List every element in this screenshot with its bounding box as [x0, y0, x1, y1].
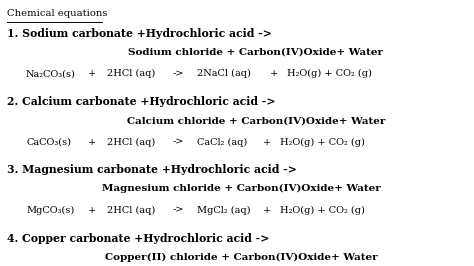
Text: +: + [263, 138, 271, 147]
Text: Na₂CO₃(s): Na₂CO₃(s) [26, 69, 76, 78]
Text: MgCO₃(s): MgCO₃(s) [26, 206, 74, 215]
Text: +: + [270, 69, 278, 78]
Text: 2NaCl (aq): 2NaCl (aq) [197, 69, 251, 78]
Text: +: + [88, 138, 96, 147]
Text: Copper(II) chloride + Carbon(IV)Oxide+ Water: Copper(II) chloride + Carbon(IV)Oxide+ W… [105, 253, 378, 262]
Text: H₂O(g) + CO₂ (g): H₂O(g) + CO₂ (g) [287, 69, 372, 78]
Text: ->: -> [173, 69, 184, 78]
Text: 2HCl (aq): 2HCl (aq) [107, 138, 155, 147]
Text: H₂O(g) + CO₂ (g): H₂O(g) + CO₂ (g) [280, 206, 365, 215]
Text: 2HCl (aq): 2HCl (aq) [107, 69, 155, 78]
Text: ->: -> [173, 138, 184, 147]
Text: Magnesium chloride + Carbon(IV)Oxide+ Water: Magnesium chloride + Carbon(IV)Oxide+ Wa… [102, 184, 381, 193]
Text: ->: -> [173, 206, 184, 215]
Text: +: + [263, 206, 271, 215]
Text: 3. Magnesium carbonate +Hydrochloric acid ->: 3. Magnesium carbonate +Hydrochloric aci… [7, 164, 297, 175]
Text: 2. Calcium carbonate +Hydrochloric acid ->: 2. Calcium carbonate +Hydrochloric acid … [7, 96, 275, 107]
Text: Calcium chloride + Carbon(IV)Oxide+ Water: Calcium chloride + Carbon(IV)Oxide+ Wate… [127, 116, 385, 125]
Text: 4. Copper carbonate +Hydrochloric acid ->: 4. Copper carbonate +Hydrochloric acid -… [7, 233, 270, 244]
Text: CaCO₃(s): CaCO₃(s) [26, 138, 71, 147]
Text: CaCl₂ (aq): CaCl₂ (aq) [197, 138, 247, 147]
Text: Sodium chloride + Carbon(IV)Oxide+ Water: Sodium chloride + Carbon(IV)Oxide+ Water [128, 48, 383, 57]
Text: H₂O(g) + CO₂ (g): H₂O(g) + CO₂ (g) [280, 138, 365, 147]
Text: +: + [88, 69, 96, 78]
Text: 2HCl (aq): 2HCl (aq) [107, 206, 155, 215]
Text: +: + [88, 206, 96, 215]
Text: Chemical equations: Chemical equations [7, 9, 108, 18]
Text: 1. Sodium carbonate +Hydrochloric acid ->: 1. Sodium carbonate +Hydrochloric acid -… [7, 28, 272, 39]
Text: MgCl₂ (aq): MgCl₂ (aq) [197, 206, 250, 215]
